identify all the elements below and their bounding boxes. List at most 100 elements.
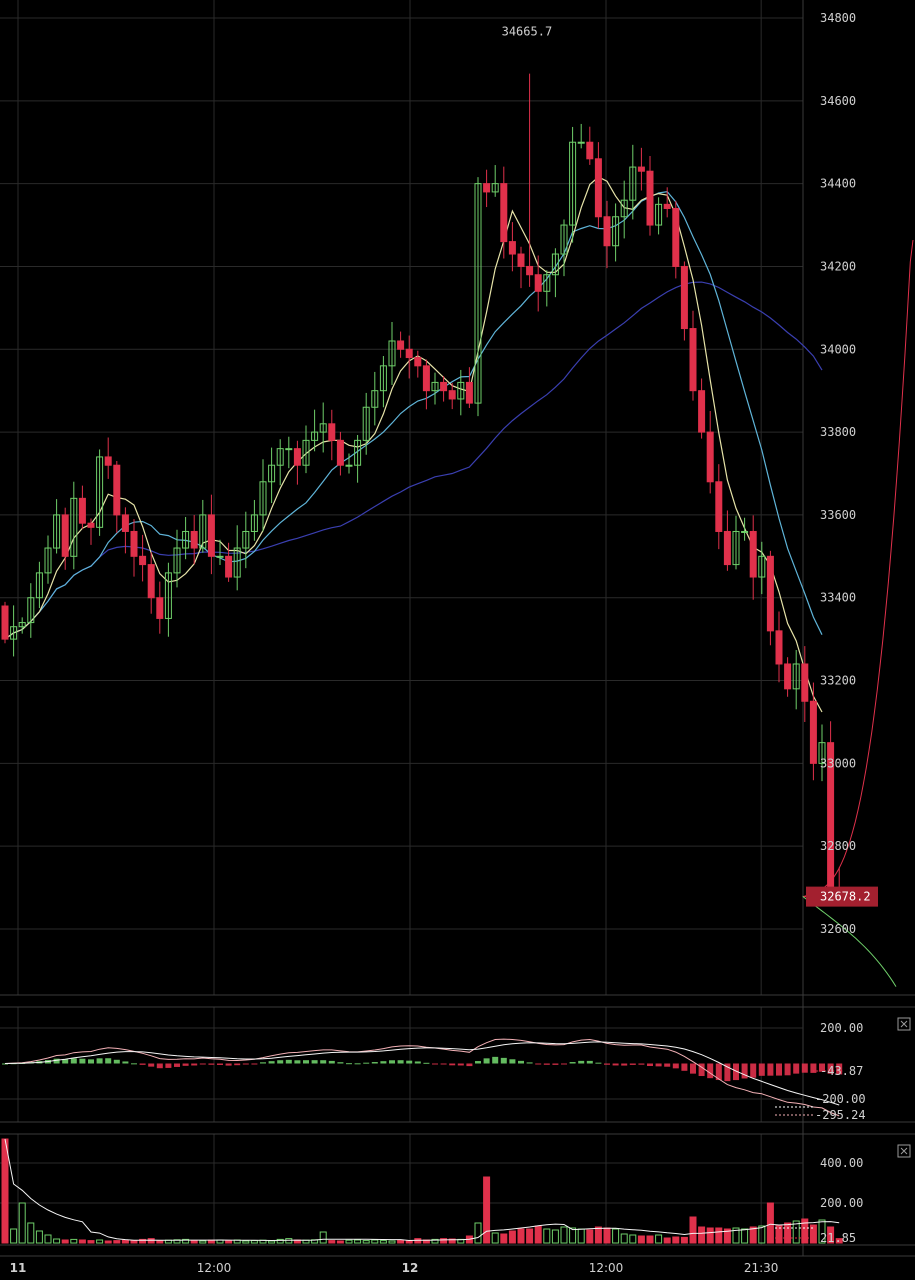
volume-bar <box>594 1226 602 1244</box>
volume-bar <box>285 1238 293 1244</box>
candle-up <box>741 530 749 533</box>
candle-up <box>354 439 362 466</box>
candle-down <box>422 365 430 392</box>
close-icon <box>897 1017 911 1031</box>
candle-down <box>225 555 233 578</box>
volume-bar <box>603 1227 611 1244</box>
macd-histogram-bar <box>681 1063 688 1071</box>
candle-up <box>577 141 585 144</box>
volume-bar <box>620 1233 628 1244</box>
candle-down <box>448 390 456 400</box>
volume-bar <box>336 1240 344 1244</box>
candle-down <box>405 348 413 359</box>
volume-bar <box>698 1226 706 1244</box>
candle-up <box>620 199 628 218</box>
volume-bar <box>440 1238 448 1244</box>
volume-bar <box>354 1239 362 1244</box>
candle-up <box>233 547 241 578</box>
macd-histogram-bar <box>698 1063 705 1077</box>
axis-labels: 34800 34600 34400 34200 34000 33800 33600 33400… <box>10 11 878 1275</box>
pane-close-button[interactable] <box>897 1144 911 1158</box>
macd-histogram-bar <box>647 1063 653 1067</box>
macd-histogram-bar <box>543 1063 550 1065</box>
macd-histogram-bar <box>53 1058 60 1064</box>
price-tick-label: 33200 <box>820 674 856 688</box>
pane-close-button[interactable] <box>897 1017 911 1031</box>
candle-down <box>637 166 645 172</box>
macd-histogram-bar <box>389 1060 395 1064</box>
macd-histogram-bar <box>96 1058 103 1064</box>
macd-histogram-bar <box>664 1063 671 1067</box>
close-icon-cross <box>900 1020 908 1028</box>
candle-down <box>207 514 215 557</box>
candle-up <box>758 555 766 578</box>
candle-up <box>285 448 293 451</box>
candle-down <box>689 328 697 392</box>
volume-bar <box>723 1228 731 1244</box>
macd-histogram-bar <box>604 1063 610 1065</box>
candle-up <box>371 390 379 408</box>
macd-histogram-bar <box>320 1060 327 1064</box>
candle-down <box>397 340 405 350</box>
volume-bar <box>113 1240 121 1244</box>
candle-up <box>216 555 224 558</box>
macd-histogram-bar <box>483 1058 490 1064</box>
volume-bar <box>508 1230 516 1244</box>
candle-up <box>268 464 276 483</box>
macd-tick-label: -200.00 <box>815 1092 866 1106</box>
volume-bar <box>70 1238 78 1244</box>
candle-up <box>732 530 740 566</box>
macd-histogram-bar <box>526 1062 533 1064</box>
volume-bar <box>758 1225 766 1244</box>
macd-histogram-bar <box>260 1062 266 1064</box>
candle-up <box>431 381 439 392</box>
volume-bar <box>96 1239 104 1244</box>
candle-down <box>715 481 723 532</box>
volume-bar <box>397 1239 405 1244</box>
candle-down <box>517 253 525 267</box>
macd-histogram-bar <box>500 1057 507 1064</box>
candle-up <box>388 340 396 367</box>
macd-histogram-bar <box>414 1061 421 1064</box>
macd-histogram-bar <box>122 1061 129 1064</box>
volume-bar <box>130 1240 138 1244</box>
macd-histogram-bar <box>457 1063 464 1066</box>
volume-bar <box>431 1238 439 1244</box>
macd-histogram-bar <box>131 1063 137 1065</box>
pane-controls[interactable] <box>897 1017 911 1158</box>
macd-histogram-bar <box>70 1058 77 1064</box>
volume-bar <box>87 1240 95 1244</box>
volume-bar <box>18 1202 26 1244</box>
volume-bar <box>818 1219 826 1244</box>
ma-fast-line <box>4 176 823 713</box>
macd-histogram-bar <box>767 1063 774 1076</box>
candle-up <box>53 514 61 549</box>
candle-down <box>336 439 344 466</box>
candle-up <box>560 224 568 255</box>
macd-histogram-bar <box>595 1062 602 1064</box>
volume-bar <box>551 1229 559 1244</box>
price-tick-label: 32800 <box>820 839 856 853</box>
candle-up <box>491 183 499 193</box>
volume-bar <box>190 1240 198 1244</box>
macd-histogram-bar <box>294 1060 301 1064</box>
volume-bar <box>646 1235 654 1244</box>
candle-down <box>801 663 809 702</box>
macd-histogram-bar <box>776 1063 782 1076</box>
candles <box>1 73 843 905</box>
candle-up <box>792 663 800 690</box>
volume-bar <box>835 1238 843 1244</box>
candle-up <box>35 572 43 599</box>
candle-down <box>586 141 594 160</box>
volume-bar <box>792 1220 800 1244</box>
volume-bar <box>827 1226 835 1244</box>
candle-down <box>87 522 95 528</box>
volume-bar <box>139 1238 147 1244</box>
candle-up <box>182 530 190 549</box>
volume-bar <box>586 1229 594 1244</box>
candle-up <box>818 742 826 764</box>
macd-histogram-bar <box>655 1063 662 1067</box>
macd-histogram-bar <box>311 1060 318 1064</box>
price-tick-label: 34200 <box>820 259 856 273</box>
